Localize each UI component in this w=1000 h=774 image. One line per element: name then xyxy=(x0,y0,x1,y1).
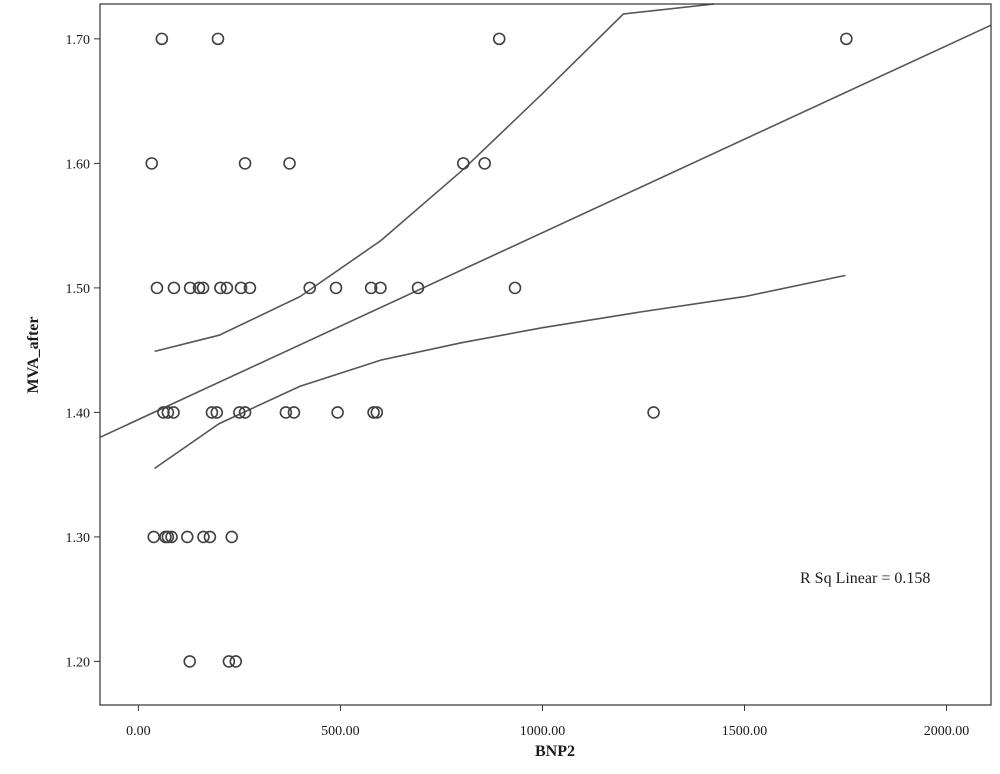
data-point xyxy=(374,281,387,295)
data-point xyxy=(331,406,344,419)
plot-frame xyxy=(99,3,992,706)
data-point xyxy=(234,281,248,295)
x-tick-label: 2000.00 xyxy=(924,724,970,739)
data-point xyxy=(233,406,246,419)
data-point xyxy=(183,281,197,295)
regression-line xyxy=(99,24,992,439)
y-tick-label: 1.50 xyxy=(66,282,91,297)
data-point xyxy=(197,530,210,544)
data-point xyxy=(478,157,491,170)
x-tick-label: 1500.00 xyxy=(722,724,768,739)
data-point xyxy=(167,281,181,295)
r-squared-annotation: R Sq Linear = 0.158 xyxy=(800,570,930,587)
fit-lines-layer xyxy=(99,3,992,470)
data-point xyxy=(411,281,425,295)
data-point xyxy=(157,406,170,419)
data-point xyxy=(192,281,206,295)
data-point xyxy=(210,406,224,419)
y-axis-title: MVA_after xyxy=(25,316,42,393)
data-point xyxy=(370,406,384,419)
data-point xyxy=(225,530,239,544)
y-axis: 1.20 1.30 1.40 1.50 1.60 1.70 xyxy=(66,33,100,670)
data-point xyxy=(303,281,317,295)
data-point xyxy=(147,530,161,544)
x-tick-label: 0.00 xyxy=(126,724,151,739)
data-point xyxy=(222,655,236,668)
data-point xyxy=(214,281,227,295)
data-point xyxy=(238,406,252,419)
data-point xyxy=(283,157,296,170)
data-point xyxy=(492,32,506,46)
data-point xyxy=(155,32,169,46)
data-point xyxy=(329,281,343,295)
x-tick-label: 1000.00 xyxy=(520,724,566,739)
y-tick-label: 1.30 xyxy=(66,531,91,546)
x-tick-label: 500.00 xyxy=(321,724,360,739)
lower-confidence-line xyxy=(154,274,846,470)
y-tick-label: 1.60 xyxy=(66,157,91,172)
data-point xyxy=(180,530,194,544)
data-point xyxy=(165,530,178,544)
data-point xyxy=(196,281,210,295)
data-point xyxy=(367,406,380,419)
data-points-layer xyxy=(145,32,853,668)
data-point xyxy=(229,655,243,668)
data-point xyxy=(364,281,378,295)
data-point xyxy=(203,530,217,544)
x-axis-title: BNP2 xyxy=(535,743,575,760)
y-tick-label: 1.20 xyxy=(66,655,91,670)
data-point xyxy=(243,281,257,295)
upper-confidence-line xyxy=(154,3,715,353)
y-tick-label: 1.70 xyxy=(66,33,91,48)
y-tick-label: 1.40 xyxy=(66,406,91,421)
data-point xyxy=(279,406,293,419)
data-point xyxy=(647,406,660,419)
data-point xyxy=(840,32,853,46)
data-point xyxy=(211,32,225,46)
data-point xyxy=(145,157,159,170)
data-point xyxy=(167,406,180,419)
data-point xyxy=(220,281,234,295)
x-axis: 0.00 500.00 1000.00 1500.00 2000.00 xyxy=(126,705,969,739)
data-point xyxy=(183,655,197,668)
data-point xyxy=(161,406,175,419)
data-point xyxy=(161,530,175,544)
data-point xyxy=(287,406,301,419)
data-point xyxy=(456,157,470,170)
data-point xyxy=(150,281,164,295)
data-point xyxy=(205,406,219,419)
data-point xyxy=(238,157,252,170)
data-point xyxy=(508,281,522,295)
